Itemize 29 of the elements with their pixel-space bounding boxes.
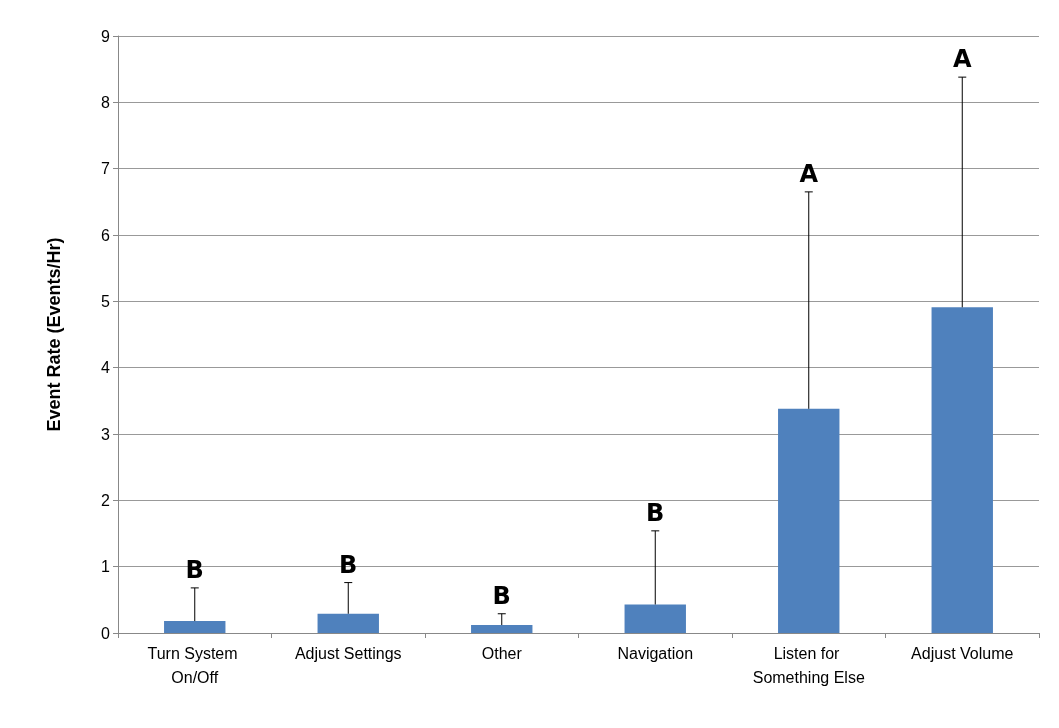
x-tick-label: Turn System On/Off <box>147 644 243 686</box>
y-tick-label: 7 <box>101 160 111 178</box>
bar <box>164 621 226 633</box>
annotation: B <box>646 498 665 527</box>
x-tick-label: Other <box>481 644 523 662</box>
bar <box>931 307 993 633</box>
y-axis-title: Event Rate (Events/Hr) <box>44 237 64 432</box>
bar <box>471 625 533 633</box>
bar <box>624 604 686 633</box>
x-tick-label: Adjust Settings <box>294 644 402 662</box>
x-tick-label: Adjust Volume <box>911 644 1014 662</box>
y-tick-label: 1 <box>101 558 111 576</box>
y-tick-label: 8 <box>101 93 111 111</box>
annotation: B <box>492 581 511 610</box>
y-tick-label: 2 <box>101 491 111 509</box>
y-tick-label: 3 <box>101 425 111 443</box>
y-tick-label: 0 <box>101 624 111 642</box>
y-tick-label: 4 <box>101 359 111 377</box>
y-tick-label: 6 <box>101 226 111 244</box>
bar <box>317 613 379 633</box>
x-tick-label: Navigation <box>617 644 694 662</box>
y-tick-label: 5 <box>101 292 111 310</box>
bar <box>778 408 840 633</box>
annotation: B <box>185 555 204 584</box>
annotation: A <box>799 159 819 188</box>
y-tick-label: 9 <box>101 27 111 45</box>
annotation: B <box>339 550 358 579</box>
x-tick-label: Listen for Something Else <box>752 644 865 686</box>
annotation: A <box>952 45 972 74</box>
